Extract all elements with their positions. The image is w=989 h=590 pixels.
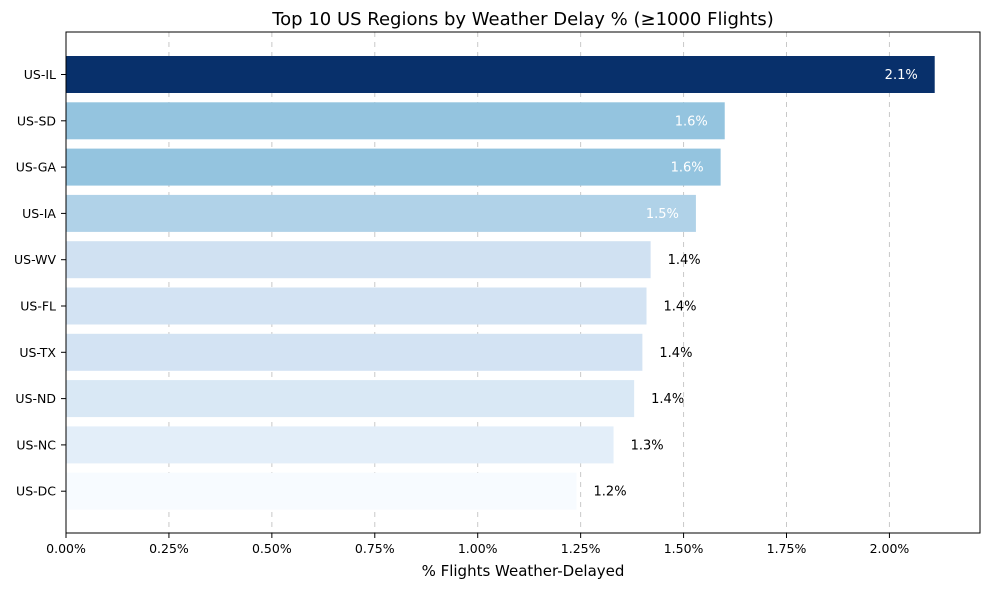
y-tick-label: US-IA [22, 206, 56, 221]
bar-value-label: 1.4% [668, 253, 701, 268]
y-tick-label: US-TX [19, 345, 56, 360]
bar-us-nd [66, 380, 635, 418]
bar-us-ga [66, 148, 721, 186]
y-tick-label: US-ND [15, 391, 56, 406]
y-tick-label: US-DC [16, 484, 56, 499]
bar-us-ia [66, 194, 696, 232]
plot-frame [65, 31, 981, 534]
bar-us-nc [66, 426, 614, 464]
y-axis-ticks: US-IL US-SD US-GA US-IA US-WV US-FL US-TX US-ND… [14, 67, 66, 499]
x-tick-label: 0.50% [252, 541, 292, 556]
y-tick-label: US-FL [20, 299, 56, 314]
bar-value-label: 1.5% [646, 207, 679, 222]
y-tick-label: US-WV [14, 252, 56, 267]
bar-value-label: 2.1% [885, 68, 918, 83]
bar-value-label: 1.4% [664, 300, 697, 315]
bar-us-dc [66, 472, 577, 510]
x-axis-label: % Flights Weather-Delayed [422, 562, 625, 580]
x-tick-label: 1.00% [458, 541, 498, 556]
bar-value-label: 1.4% [659, 346, 692, 361]
bar-us-wv [66, 241, 651, 279]
x-tick-label: 2.00% [870, 541, 910, 556]
chart-title: Top 10 US Regions by Weather Delay % (≥1… [271, 9, 774, 30]
y-tick-label: US-GA [16, 160, 57, 175]
bar-labels: 2.1% 1.6% 1.6% 1.5% 1.4% 1.4% 1.4% 1.4% 1.3% 1.2% [594, 68, 918, 500]
bar-value-label: 1.6% [671, 161, 704, 176]
bar-us-il [66, 56, 935, 93]
y-tick-label: US-SD [17, 113, 56, 128]
bar-us-tx [66, 333, 643, 371]
y-tick-label: US-IL [24, 67, 56, 82]
bar-value-label: 1.4% [651, 392, 684, 407]
x-axis-ticks: 0.00% 0.25% 0.50% 0.75% 1.00% 1.25% 1.50% 1.75%… [46, 533, 909, 556]
x-tick-label: 0.00% [46, 541, 86, 556]
bar-us-fl [66, 287, 647, 325]
bar-value-label: 1.6% [675, 114, 708, 129]
x-tick-label: 0.75% [355, 541, 395, 556]
x-tick-label: 1.25% [561, 541, 601, 556]
bar-us-sd [66, 102, 725, 140]
bar-value-label: 1.2% [594, 485, 627, 500]
bars [66, 56, 935, 510]
bar-value-label: 1.3% [631, 438, 664, 453]
y-tick-label: US-NC [16, 437, 56, 452]
x-tick-label: 1.50% [664, 541, 704, 556]
x-tick-label: 0.25% [149, 541, 189, 556]
x-tick-label: 1.75% [767, 541, 807, 556]
